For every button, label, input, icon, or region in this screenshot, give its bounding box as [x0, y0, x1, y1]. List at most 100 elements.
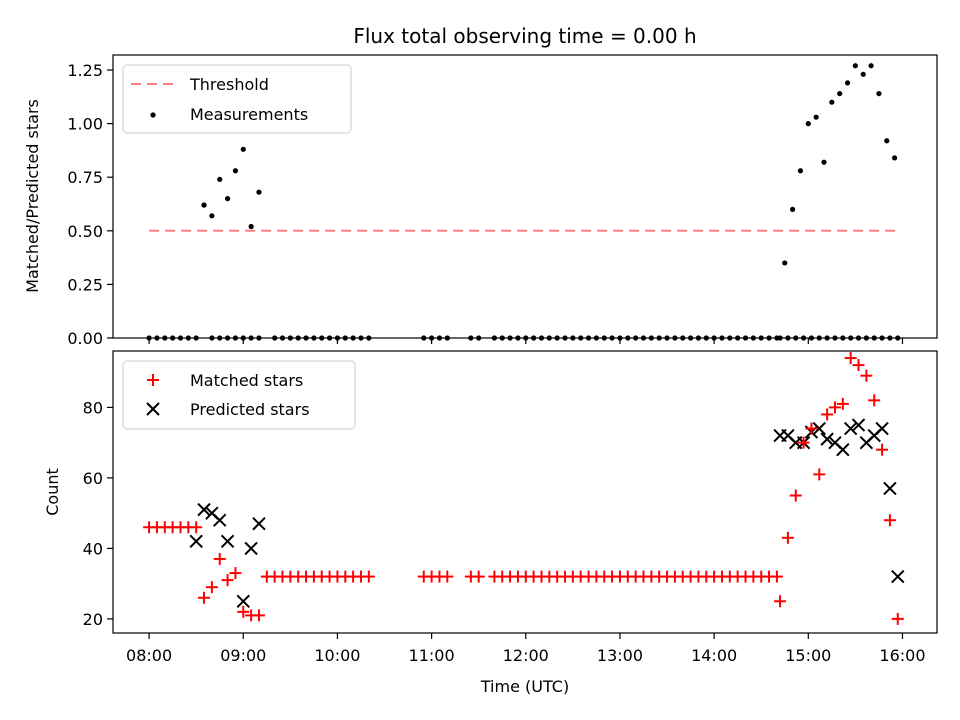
legend-matched-swatch — [147, 374, 159, 386]
top-plot-frame — [112, 54, 938, 339]
measurement-point — [860, 71, 866, 77]
legend-matched-label: Matched stars — [190, 371, 303, 390]
matched-point — [252, 609, 265, 622]
predicted-point — [843, 421, 858, 436]
count-chart: 20 40 60 80 08:00 09:00 10:00 11:00 12:00 13:00 1… — [43, 350, 938, 696]
matched-point — [797, 436, 810, 449]
top-legend-box — [122, 64, 352, 134]
matched-point — [836, 397, 849, 410]
measurement-point — [256, 189, 262, 195]
matched-point — [891, 612, 904, 625]
matched-point — [852, 359, 865, 372]
top-y-tick-label: 0.25 — [67, 275, 103, 294]
top-y-tick-label: 0.50 — [67, 222, 103, 241]
bottom-y-tick-label: 20 — [83, 610, 103, 629]
predicted-point — [220, 534, 235, 549]
measurement-point — [217, 176, 223, 182]
bottom-y-ticks: 20 40 60 80 — [83, 398, 113, 629]
bottom-y-tick-label: 40 — [83, 539, 103, 558]
measurement-point — [232, 168, 239, 174]
matched-point — [472, 570, 485, 583]
measurement-point — [868, 63, 874, 69]
x-tick-label: 16:00 — [879, 646, 925, 665]
measurement-point — [790, 206, 796, 212]
top-y-ticks: 0.00 0.25 0.50 0.75 1.00 1.25 — [67, 61, 113, 348]
predicted-point — [883, 481, 897, 496]
legend-measurements-label: Measurements — [190, 105, 308, 124]
x-tick-label: 09:00 — [220, 646, 266, 665]
matched-point — [237, 605, 250, 618]
measurement-point — [844, 80, 851, 86]
bottom-y-tick-label: 60 — [83, 469, 103, 488]
x-axis-label: Time (UTC) — [480, 677, 569, 696]
x-tick-label: 12:00 — [503, 646, 549, 665]
measurement-point — [876, 90, 882, 97]
measurement-point — [821, 159, 827, 165]
measurement-point — [782, 260, 788, 266]
bottom-plot-frame — [112, 350, 938, 634]
matched-point — [205, 581, 218, 594]
bottom-y-tick-label: 80 — [83, 398, 103, 417]
matched-point — [876, 443, 889, 456]
matched-point — [441, 570, 454, 583]
predicted-point — [252, 517, 266, 531]
predicted-point — [236, 594, 250, 608]
legend-threshold-label: Threshold — [189, 75, 269, 94]
top-legend: Threshold Measurements — [122, 64, 352, 134]
x-tick-label: 08:00 — [126, 646, 172, 665]
measurement-point — [805, 121, 811, 127]
measurement-point — [884, 138, 890, 144]
measurement-point — [892, 155, 898, 161]
bottom-legend: Matched stars Predicted stars — [122, 360, 356, 430]
top-y-tick-label: 1.25 — [67, 61, 103, 80]
top-y-tick-label: 0.75 — [67, 168, 103, 187]
bottom-x-ticks: 08:00 09:00 10:00 11:00 12:00 13:00 14:00 15:00… — [126, 633, 926, 665]
matched-point — [229, 567, 242, 580]
matched-point — [770, 570, 783, 583]
measurement-point — [813, 114, 819, 120]
top-y-tick-label: 0.00 — [67, 329, 103, 348]
x-tick-label: 10:00 — [314, 646, 360, 665]
predicted-point — [197, 502, 211, 517]
measurement-point — [224, 196, 231, 202]
matched-point — [213, 552, 226, 565]
matched-point — [868, 394, 881, 407]
top-y-tick-label: 1.00 — [67, 115, 103, 134]
measurement-point — [837, 90, 843, 97]
bottom-legend-box — [122, 360, 356, 430]
predicted-point — [812, 421, 826, 436]
matched-point — [883, 514, 896, 527]
matched-point — [781, 531, 794, 544]
predicted-point — [836, 442, 850, 457]
matched-point — [813, 468, 826, 481]
x-tick-label: 11:00 — [409, 646, 455, 665]
predicted-stars-series — [189, 418, 905, 608]
matched-point — [198, 591, 211, 604]
predicted-point — [820, 432, 834, 446]
top-y-axis-label: Matched/Predicted stars — [23, 99, 42, 293]
x-tick-label: 15:00 — [785, 646, 831, 665]
matched-point — [844, 352, 857, 365]
matched-point — [860, 369, 873, 382]
measurement-point — [829, 99, 835, 105]
legend-predicted-swatch — [146, 402, 160, 416]
x-tick-label: 13:00 — [597, 646, 643, 665]
ratio-chart: Flux total observing time = 0.00 h 0.000… — [23, 24, 938, 348]
measurement-point — [248, 223, 254, 230]
bottom-y-axis-label: Count — [43, 468, 62, 516]
legend-predicted-label: Predicted stars — [190, 400, 310, 419]
matched-point — [821, 408, 834, 421]
matched-point — [774, 595, 787, 608]
x-tick-label: 14:00 — [691, 646, 737, 665]
measurement-point — [240, 146, 246, 152]
matched-point — [805, 422, 818, 435]
predicted-point — [244, 541, 258, 556]
predicted-point — [213, 513, 227, 527]
measurement-point — [797, 168, 804, 174]
matched-point — [362, 570, 375, 583]
matched-point — [789, 489, 802, 502]
matched-point — [221, 574, 234, 587]
predicted-point — [189, 534, 203, 549]
measurement-point — [852, 63, 858, 69]
